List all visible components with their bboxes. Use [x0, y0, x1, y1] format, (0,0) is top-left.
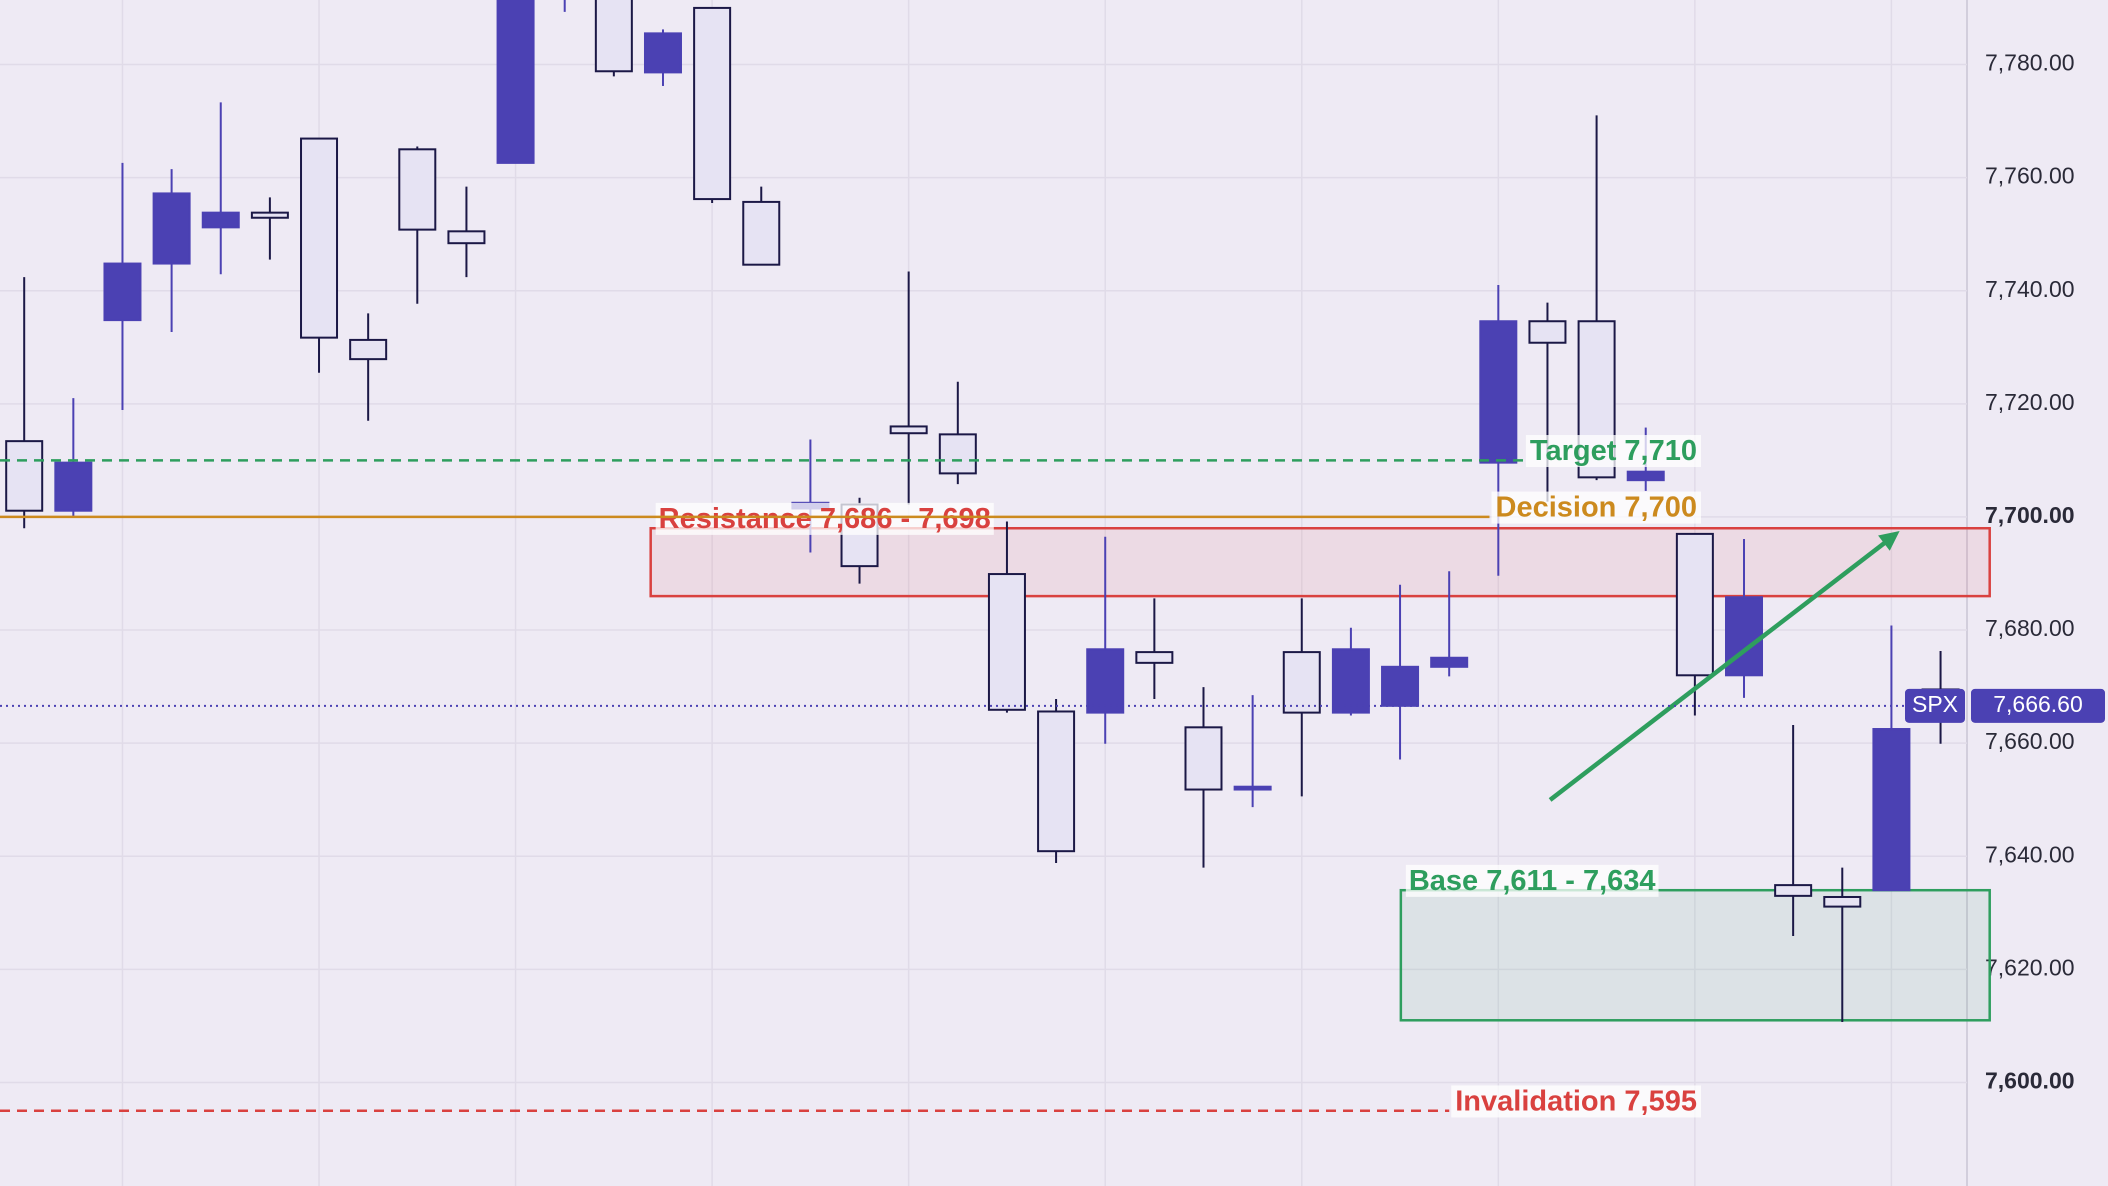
- candle-body: [250, 211, 289, 219]
- y-tick-label: 7,600.00: [1985, 1068, 2075, 1094]
- level-label: Target 7,710: [1530, 435, 1697, 467]
- candle-body: [103, 262, 142, 322]
- candle-body: [742, 200, 781, 266]
- y-tick-label: 7,680.00: [1985, 615, 2075, 641]
- candle-body: [398, 148, 437, 231]
- candle-body: [54, 461, 93, 512]
- candle-body: [1725, 596, 1764, 677]
- candle-body: [1774, 884, 1813, 897]
- candle-body: [349, 338, 388, 361]
- candle-body: [152, 192, 191, 265]
- candle-body: [1626, 470, 1665, 482]
- candle-body: [1037, 710, 1076, 853]
- candle-body: [1430, 656, 1469, 668]
- level-label-background: [1491, 491, 1701, 524]
- series-name-badge: [1905, 688, 1965, 723]
- zone-label: Resistance 7,686 - 7,698: [659, 503, 991, 535]
- candle-body: [1135, 651, 1174, 664]
- last-price-badge: [1971, 688, 2105, 723]
- candle-body: [300, 137, 339, 339]
- zone: [1399, 888, 1991, 1022]
- candle-body: [987, 573, 1026, 711]
- candle-body: [1872, 728, 1911, 892]
- zone-label-background: [655, 502, 994, 535]
- zone-label: Base 7,611 - 7,634: [1409, 865, 1656, 897]
- candle-body: [1675, 532, 1714, 677]
- y-tick-label: 7,780.00: [1985, 50, 2075, 76]
- candle-body: [938, 433, 977, 475]
- level-label: Decision 7,700: [1496, 492, 1698, 524]
- candle-body: [1331, 648, 1370, 714]
- candle-body: [1282, 651, 1321, 714]
- y-tick-label: 7,740.00: [1985, 276, 2075, 302]
- candle-body: [1184, 726, 1223, 791]
- candle-body: [889, 425, 928, 435]
- arrow-head: [1878, 531, 1900, 551]
- candle-body: [693, 6, 732, 201]
- y-tick-label: 7,700.00: [1985, 502, 2075, 528]
- y-tick-label: 7,720.00: [1985, 389, 2075, 415]
- last-price-label: 7,666.60: [1993, 691, 2083, 717]
- candle-body: [1528, 320, 1567, 344]
- candle-body: [1086, 648, 1125, 714]
- level-label-background: [1451, 1085, 1701, 1118]
- candle-body: [5, 440, 44, 512]
- candle-body: [1823, 895, 1862, 908]
- arrow-shaft: [1548, 537, 1891, 802]
- y-tick-label: 7,620.00: [1985, 954, 2075, 980]
- candle-body: [1233, 785, 1272, 791]
- candle-body: [643, 32, 682, 74]
- level-label: Invalidation 7,595: [1455, 1085, 1697, 1117]
- level-label-background: [1525, 435, 1701, 468]
- candle-body: [1381, 665, 1420, 707]
- y-tick-label: 7,640.00: [1985, 841, 2075, 867]
- series-name: SPX: [1912, 691, 1958, 717]
- y-tick-label: 7,660.00: [1985, 728, 2075, 754]
- y-tick-label: 7,760.00: [1985, 163, 2075, 189]
- candle-body: [496, 0, 535, 164]
- candle-body: [447, 230, 486, 245]
- candle-body: [594, 0, 633, 73]
- candle-body: [201, 211, 240, 229]
- zone-label-background: [1405, 864, 1659, 897]
- candle-body: [1479, 320, 1518, 464]
